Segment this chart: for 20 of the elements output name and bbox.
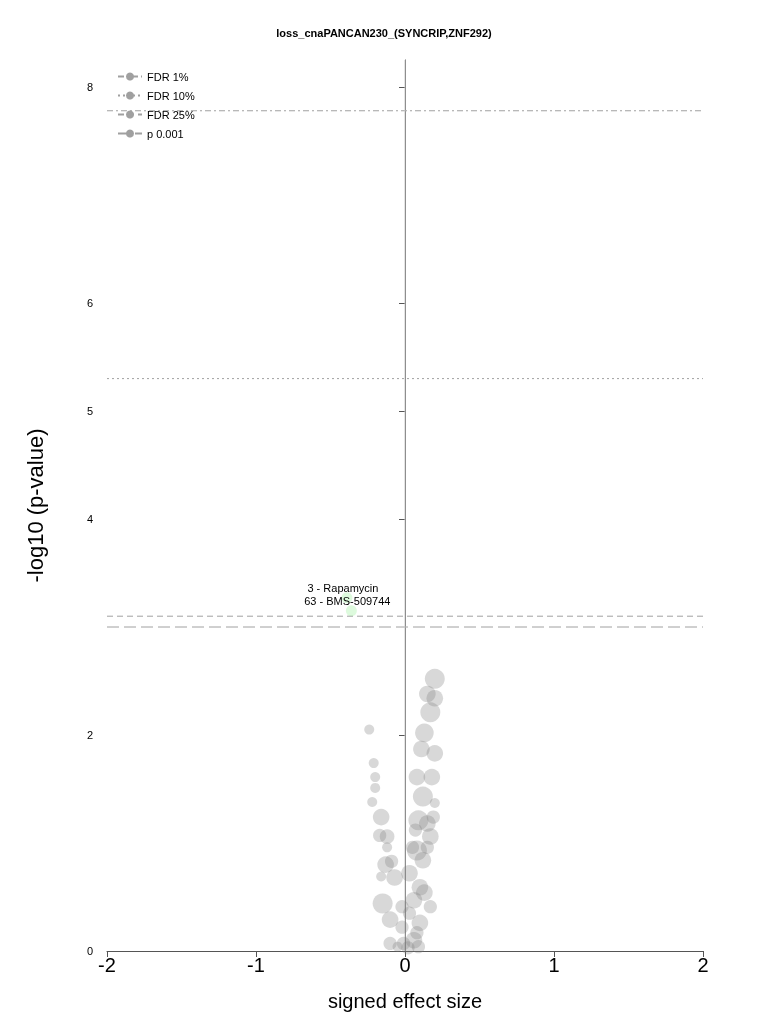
x-tick-label: -1 [247, 954, 265, 976]
y-tick-label: 2 [86, 729, 93, 741]
annotation: 3 - Rapamycin [307, 581, 379, 594]
legend-label: FDR 10% [147, 89, 195, 102]
legend-label: FDR 1% [147, 70, 189, 83]
x-axis-title: signed effect size [327, 990, 483, 1012]
y-tick-label: 8 [86, 81, 93, 93]
y-tick-label: 6 [86, 297, 93, 309]
y-tick-label: 5 [86, 405, 93, 417]
y-axis-title: -log10 (p-value) [22, 428, 48, 583]
x-tick-label: 0 [399, 954, 411, 976]
chart-title: loss_cnaPANCAN230_(SYNCRIP,ZNF292) [276, 26, 493, 39]
x-tick-label: 2 [697, 954, 709, 976]
annotation: 63 - BMS-509744 [304, 594, 391, 607]
y-tick-label: 0 [86, 945, 93, 957]
x-tick-label: -2 [98, 954, 116, 976]
y-tick-label: 4 [86, 513, 93, 525]
x-tick-label: 1 [548, 954, 560, 976]
legend-label: p 0.001 [147, 127, 184, 140]
legend-label: FDR 25% [147, 108, 195, 121]
